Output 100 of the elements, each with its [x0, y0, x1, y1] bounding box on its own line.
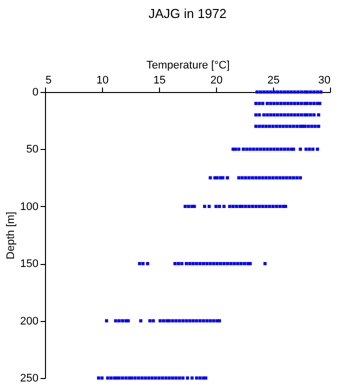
- x-tick-label: 30: [318, 74, 330, 86]
- point: [164, 376, 168, 380]
- point: [247, 204, 251, 208]
- point: [268, 204, 272, 208]
- point: [263, 262, 267, 266]
- point: [286, 113, 290, 116]
- point: [286, 102, 290, 106]
- point: [120, 319, 124, 322]
- point: [146, 262, 150, 266]
- point: [158, 319, 162, 322]
- point: [274, 204, 278, 208]
- point: [180, 262, 184, 266]
- point: [212, 319, 216, 322]
- point: [258, 90, 262, 94]
- point: [208, 204, 211, 208]
- point: [274, 176, 278, 180]
- point: [261, 102, 264, 106]
- chart-title: JAJG in 1972: [148, 6, 227, 21]
- point: [262, 90, 266, 94]
- point: [147, 376, 150, 380]
- point: [295, 124, 299, 128]
- point: [222, 204, 226, 208]
- point: [258, 102, 261, 106]
- point: [258, 113, 261, 116]
- point: [292, 148, 296, 151]
- point: [282, 90, 286, 94]
- point: [173, 262, 177, 266]
- point: [254, 113, 258, 116]
- point: [228, 204, 232, 208]
- point: [104, 319, 108, 322]
- point: [202, 319, 206, 322]
- point: [282, 124, 285, 128]
- point: [276, 113, 280, 116]
- point: [198, 262, 202, 266]
- point: [181, 376, 185, 380]
- point: [240, 204, 244, 208]
- point: [300, 90, 304, 94]
- point: [162, 319, 166, 322]
- point: [248, 148, 252, 151]
- point: [271, 176, 275, 180]
- point: [205, 319, 208, 322]
- point: [309, 113, 312, 116]
- point: [174, 319, 178, 322]
- point: [258, 124, 261, 128]
- point: [268, 124, 272, 128]
- point: [190, 376, 194, 380]
- point: [309, 90, 312, 94]
- point: [261, 124, 264, 128]
- point: [279, 90, 283, 94]
- point: [118, 376, 121, 380]
- point: [168, 319, 171, 322]
- point: [314, 124, 317, 128]
- point: [293, 102, 296, 106]
- point: [168, 376, 171, 380]
- point: [234, 204, 238, 208]
- point: [282, 176, 285, 180]
- point: [192, 319, 195, 322]
- point: [152, 319, 155, 322]
- point: [195, 319, 198, 322]
- point: [245, 148, 248, 151]
- point: [276, 148, 280, 151]
- point: [240, 176, 244, 180]
- point: [237, 176, 240, 180]
- point: [202, 262, 206, 266]
- point: [204, 376, 208, 380]
- point: [258, 176, 261, 180]
- point: [114, 319, 118, 322]
- point: [290, 102, 293, 106]
- point: [317, 113, 320, 116]
- point: [304, 148, 308, 151]
- point: [300, 102, 304, 106]
- point: [138, 262, 142, 266]
- point: [144, 376, 147, 380]
- point: [272, 113, 276, 116]
- point: [312, 102, 316, 106]
- point: [311, 148, 314, 151]
- point: [250, 176, 254, 180]
- point: [308, 148, 312, 151]
- x-tick-label: 20: [210, 74, 223, 86]
- point: [195, 262, 198, 266]
- point: [296, 90, 300, 94]
- x-tick-label: 15: [153, 74, 166, 86]
- point: [285, 124, 288, 128]
- point: [316, 90, 320, 94]
- point: [106, 376, 110, 380]
- point: [262, 113, 266, 116]
- point: [274, 124, 278, 128]
- point: [226, 262, 229, 266]
- point: [310, 124, 314, 128]
- point: [188, 319, 192, 322]
- point: [184, 319, 188, 322]
- point: [261, 176, 264, 180]
- point: [118, 319, 121, 322]
- point: [250, 204, 254, 208]
- y-axis-title: Depth [m]: [5, 212, 18, 260]
- y-tick-label: 100: [20, 200, 38, 213]
- point: [203, 204, 206, 208]
- point: [242, 148, 245, 151]
- point: [218, 262, 222, 266]
- point: [282, 113, 286, 116]
